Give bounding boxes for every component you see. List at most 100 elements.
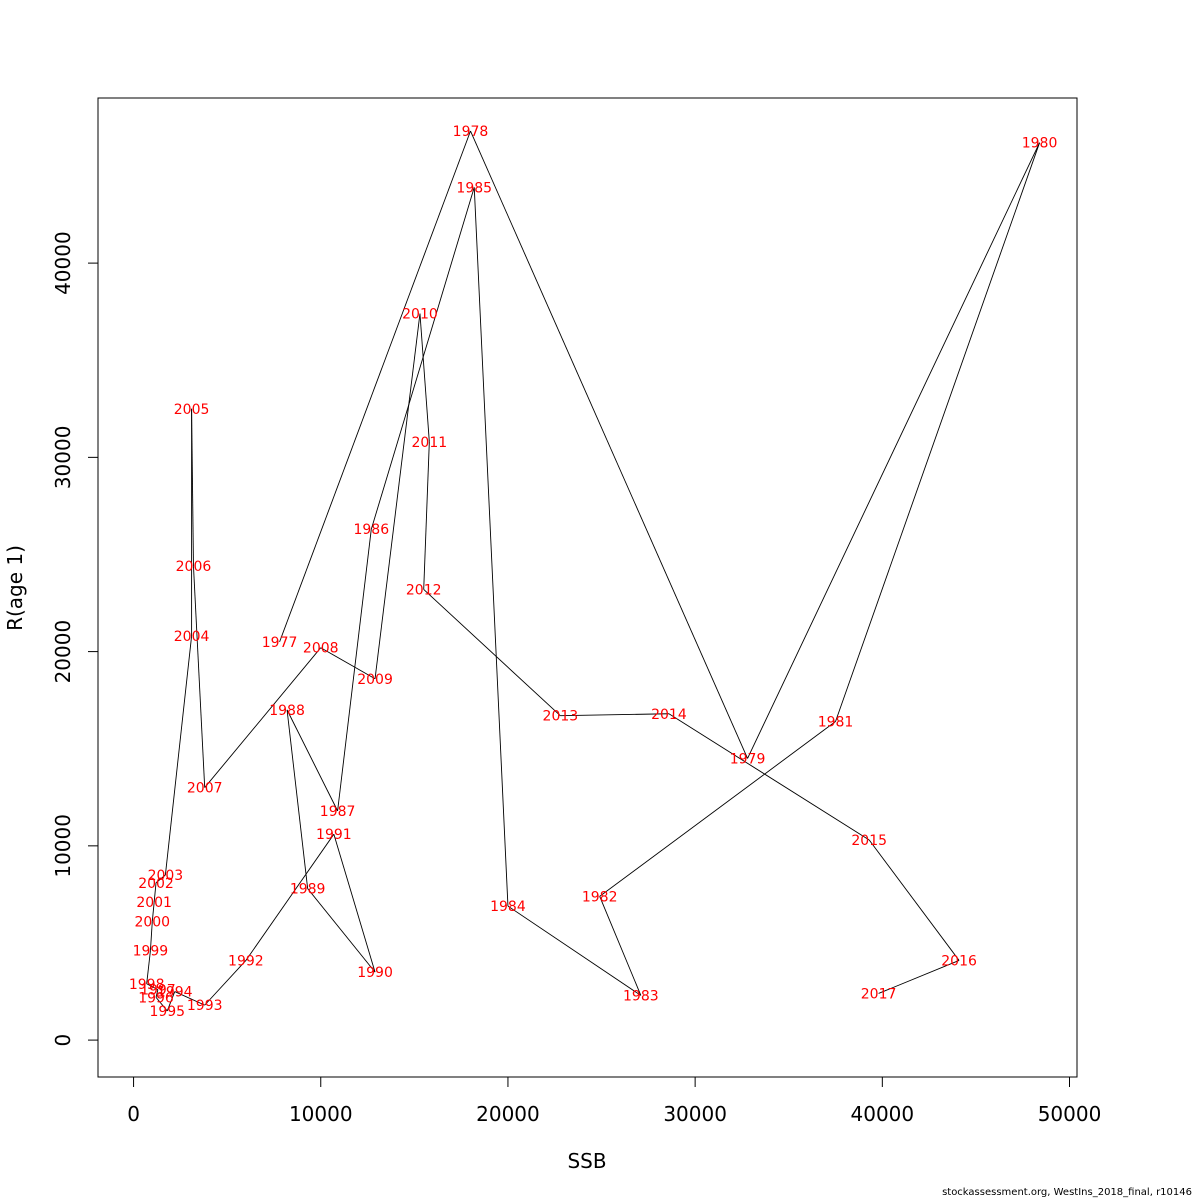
year-label-1991: 1991	[316, 827, 352, 843]
year-label-1997: 1997	[140, 983, 176, 999]
trajectory-segment-1995-1996	[155, 997, 168, 1012]
year-label-1992: 1992	[228, 953, 264, 969]
year-label-2000: 2000	[134, 915, 170, 931]
year-label-1993: 1993	[187, 998, 223, 1014]
x-tick-label: 40000	[851, 1102, 915, 1126]
year-label-2015: 2015	[851, 833, 887, 849]
trajectory-segment-2016-2017	[878, 960, 960, 994]
y-tick-label: 0	[51, 1034, 75, 1047]
y-tick-label: 10000	[51, 814, 75, 878]
year-label-1985: 1985	[456, 180, 492, 196]
year-label-2014: 2014	[651, 707, 687, 723]
x-tick-label: 50000	[1038, 1102, 1102, 1126]
trajectory-segment-2003-2004	[164, 636, 193, 876]
x-axis-label: SSB	[567, 1149, 606, 1173]
year-label-2004: 2004	[174, 629, 210, 645]
trajectory-segment-1985-1986	[370, 187, 475, 530]
year-label-2008: 2008	[303, 641, 339, 657]
year-label-1984: 1984	[490, 899, 526, 915]
year-label-1988: 1988	[269, 703, 305, 719]
trajectory-segment-2011-2012	[423, 441, 430, 590]
trajectory-segment-1983-1984	[507, 905, 642, 996]
trajectory-group	[146, 130, 1040, 1012]
trajectory-segment-2014-2015	[668, 713, 870, 841]
trajectory-segment-1987-1988	[286, 709, 339, 812]
year-label-2005: 2005	[174, 402, 210, 418]
year-labels-group: 1977 1978 1979 1980 1981 1982 1983 1984 1985 1986…	[129, 124, 1058, 1020]
trajectory-segment-1996-1997	[155, 989, 159, 998]
year-label-1996: 1996	[138, 990, 174, 1006]
x-tick-label: 10000	[289, 1102, 353, 1126]
trajectory-segment-2005-2006	[191, 408, 194, 567]
x-tick-label: 20000	[476, 1102, 540, 1126]
trajectory-segment-1977-1978	[279, 130, 471, 643]
trajectory-segment-1999-2000	[149, 921, 153, 951]
year-label-1987: 1987	[320, 804, 356, 820]
year-label-2016: 2016	[941, 953, 977, 969]
year-label-1994: 1994	[157, 985, 193, 1001]
trajectory-segment-1988-1989	[286, 709, 309, 889]
year-label-1998: 1998	[129, 977, 165, 993]
year-label-1979: 1979	[730, 751, 766, 767]
trajectory-segment-1993-1994	[174, 991, 205, 1006]
year-label-2006: 2006	[176, 559, 212, 575]
trajectory-segment-1979-1980	[747, 142, 1040, 759]
trajectory-segment-1981-1982	[599, 721, 836, 897]
y-tick-label: 30000	[51, 426, 75, 490]
plot-frame	[97, 97, 1078, 1078]
year-label-1982: 1982	[582, 889, 618, 905]
trajectory-segment-2015-2016	[868, 839, 960, 961]
year-label-1978: 1978	[453, 124, 489, 140]
year-label-2011: 2011	[412, 435, 448, 451]
trajectory-segment-2007-2008	[204, 647, 322, 788]
year-label-1995: 1995	[149, 1004, 185, 1020]
trajectory-segment-1990-1991	[333, 834, 376, 973]
trajectory-segment-2009-2010	[374, 313, 421, 679]
trajectory-segment-1982-1983	[599, 896, 642, 996]
trajectory-segment-1992-1993	[204, 960, 247, 1006]
trajectory-segment-1984-1985	[473, 187, 509, 907]
trajectory-segment-2002-2003	[155, 874, 166, 884]
y-tick-label: 20000	[51, 620, 75, 684]
x-tick-label: 30000	[663, 1102, 727, 1126]
year-label-1983: 1983	[623, 988, 659, 1004]
y-tick-label: 40000	[51, 231, 75, 295]
trajectory-segment-2008-2009	[320, 647, 376, 680]
year-label-1986: 1986	[353, 522, 389, 538]
year-label-2003: 2003	[148, 868, 184, 884]
year-label-2007: 2007	[187, 781, 223, 797]
year-label-1990: 1990	[357, 965, 393, 981]
trajectory-segment-1989-1990	[307, 888, 376, 973]
trajectory-segment-2012-2013	[423, 589, 561, 717]
year-label-2009: 2009	[357, 672, 393, 688]
trajectory-segment-2010-2011	[419, 313, 430, 442]
trajectory-segment-1994-1995	[166, 991, 176, 1012]
year-label-1980: 1980	[1022, 136, 1058, 152]
trajectory-segment-2000-2001	[151, 902, 155, 922]
trajectory-segment-1980-1981	[835, 142, 1040, 722]
year-label-1977: 1977	[262, 635, 298, 651]
trajectory-segment-1991-1992	[245, 833, 335, 961]
year-label-2010: 2010	[402, 307, 438, 323]
year-label-2002: 2002	[138, 876, 174, 892]
year-label-2017: 2017	[861, 986, 897, 1002]
trajectory-segment-2001-2002	[153, 882, 157, 903]
x-tick-label: 0	[127, 1102, 140, 1126]
trajectory-segment-2013-2014	[560, 713, 669, 717]
trajectory-segment-1986-1987	[337, 529, 372, 811]
trajectory-segment-2006-2007	[193, 566, 206, 788]
year-label-2012: 2012	[406, 582, 442, 598]
trajectory-segment-1998-1999	[146, 950, 151, 984]
year-label-1981: 1981	[818, 715, 854, 731]
trajectory-segment-1978-1979	[470, 130, 748, 759]
year-label-1999: 1999	[133, 944, 169, 960]
x-axis: 0 10000 20000 30000 40000 50000	[127, 1076, 1102, 1126]
trajectory-segment-1997-1998	[146, 983, 159, 990]
footer-caption: stockassessment.org, WestIns_2018_final,…	[942, 1187, 1192, 1198]
year-label-1989: 1989	[290, 882, 326, 898]
year-label-2013: 2013	[543, 709, 579, 725]
year-label-2001: 2001	[136, 895, 172, 911]
y-axis: 0 10000 20000 30000 40000	[51, 231, 99, 1047]
y-axis-label: R(age 1)	[3, 545, 27, 631]
